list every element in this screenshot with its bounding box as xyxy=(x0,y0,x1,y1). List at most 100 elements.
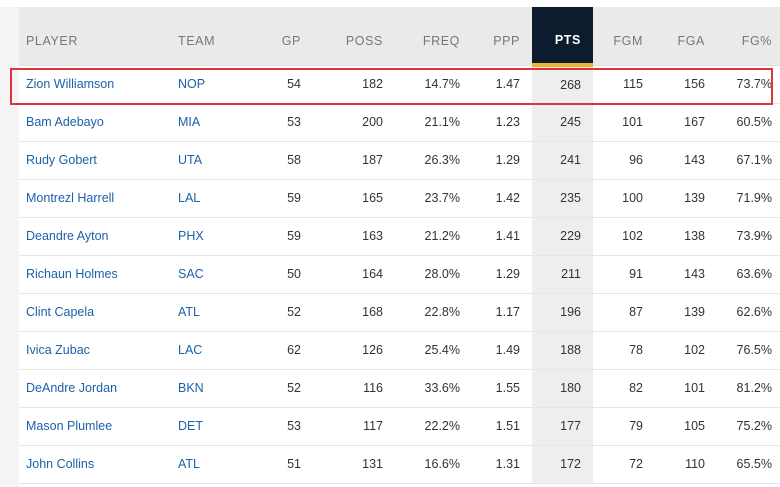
player-name-link[interactable]: Deandre Ayton xyxy=(19,217,171,256)
team-link[interactable]: ATL xyxy=(171,445,251,484)
cell-fga: 167 xyxy=(655,103,717,142)
player-name-link[interactable]: DeAndre Jordan xyxy=(19,369,171,408)
column-header-freq[interactable]: FREQ xyxy=(395,7,472,66)
cell-fga: 143 xyxy=(655,141,717,180)
column-header-player[interactable]: PLAYER xyxy=(19,7,171,66)
cell-ppp: 1.49 xyxy=(472,331,532,370)
cell-fg-pct: 81.2% xyxy=(717,369,780,408)
cell-freq: 33.6% xyxy=(395,369,472,408)
player-name-link[interactable]: Rudy Gobert xyxy=(19,141,171,180)
cell-fg-pct: 62.6% xyxy=(717,293,780,332)
cell-pts: 180 xyxy=(532,369,593,408)
cell-ppp: 1.42 xyxy=(472,179,532,218)
cell-fg-pct: 63.6% xyxy=(717,255,780,294)
player-name-link[interactable]: John Collins xyxy=(19,445,171,484)
team-link[interactable]: DET xyxy=(171,407,251,446)
table-row: DeAndre Jordan BKN 52 116 33.6% 1.55 180 82 101 8… xyxy=(19,369,780,408)
cell-pts: 172 xyxy=(532,445,593,484)
cell-poss: 182 xyxy=(313,65,395,104)
team-link[interactable]: UTA xyxy=(171,141,251,180)
table-row: Clint Capela ATL 52 168 22.8% 1.17 196 87 139 62.… xyxy=(19,293,780,332)
cell-freq: 21.2% xyxy=(395,217,472,256)
table-row: Zion Williamson NOP 54 182 14.7% 1.47 268 115 15… xyxy=(19,65,780,104)
cell-freq: 25.4% xyxy=(395,331,472,370)
cell-pts: 241 xyxy=(532,141,593,180)
cell-fg-pct: 71.9% xyxy=(717,179,780,218)
cell-poss: 131 xyxy=(313,445,395,484)
cell-fgm: 100 xyxy=(593,179,655,218)
cell-fgm: 79 xyxy=(593,407,655,446)
team-link[interactable]: LAC xyxy=(171,331,251,370)
cell-gp: 51 xyxy=(251,445,313,484)
column-header-poss[interactable]: POSS xyxy=(313,7,395,66)
cell-pts: 268 xyxy=(532,65,593,104)
player-stats-table: PLAYER TEAM GP POSS FREQ PPP PTS FGM FGA… xyxy=(19,7,780,484)
table-body: Zion Williamson NOP 54 182 14.7% 1.47 268 115 15… xyxy=(19,65,780,484)
cell-fg-pct: 76.5% xyxy=(717,331,780,370)
cell-ppp: 1.31 xyxy=(472,445,532,484)
column-header-fg-pct[interactable]: FG% xyxy=(717,7,780,66)
cell-ppp: 1.17 xyxy=(472,293,532,332)
top-gutter xyxy=(0,0,780,7)
cell-gp: 54 xyxy=(251,65,313,104)
cell-fgm: 115 xyxy=(593,65,655,104)
player-name-link[interactable]: Bam Adebayo xyxy=(19,103,171,142)
cell-fgm: 102 xyxy=(593,217,655,256)
column-header-team[interactable]: TEAM xyxy=(171,7,251,66)
cell-fg-pct: 75.2% xyxy=(717,407,780,446)
table-row: John Collins ATL 51 131 16.6% 1.31 172 72 110 65.… xyxy=(19,445,780,484)
cell-ppp: 1.51 xyxy=(472,407,532,446)
table-header: PLAYER TEAM GP POSS FREQ PPP PTS FGM FGA… xyxy=(19,7,780,67)
cell-fg-pct: 73.7% xyxy=(717,65,780,104)
player-name-link[interactable]: Mason Plumlee xyxy=(19,407,171,446)
cell-ppp: 1.29 xyxy=(472,141,532,180)
column-header-fgm[interactable]: FGM xyxy=(593,7,655,66)
team-link[interactable]: SAC xyxy=(171,255,251,294)
cell-gp: 58 xyxy=(251,141,313,180)
team-link[interactable]: LAL xyxy=(171,179,251,218)
cell-fga: 139 xyxy=(655,293,717,332)
cell-gp: 50 xyxy=(251,255,313,294)
cell-fga: 139 xyxy=(655,179,717,218)
header-row: PLAYER TEAM GP POSS FREQ PPP PTS FGM FGA… xyxy=(19,7,780,67)
player-name-link[interactable]: Zion Williamson xyxy=(19,65,171,104)
player-name-link[interactable]: Ivica Zubac xyxy=(19,331,171,370)
column-header-fga[interactable]: FGA xyxy=(655,7,717,66)
cell-freq: 16.6% xyxy=(395,445,472,484)
team-link[interactable]: MIA xyxy=(171,103,251,142)
cell-fgm: 96 xyxy=(593,141,655,180)
cell-fga: 138 xyxy=(655,217,717,256)
cell-freq: 14.7% xyxy=(395,65,472,104)
cell-pts: 245 xyxy=(532,103,593,142)
cell-pts: 229 xyxy=(532,217,593,256)
cell-fga: 143 xyxy=(655,255,717,294)
column-header-gp[interactable]: GP xyxy=(251,7,313,66)
cell-fgm: 87 xyxy=(593,293,655,332)
cell-gp: 52 xyxy=(251,369,313,408)
table-row: Deandre Ayton PHX 59 163 21.2% 1.41 229 102 138 7… xyxy=(19,217,780,256)
cell-fga: 101 xyxy=(655,369,717,408)
cell-gp: 53 xyxy=(251,407,313,446)
team-link[interactable]: PHX xyxy=(171,217,251,256)
cell-poss: 200 xyxy=(313,103,395,142)
cell-gp: 59 xyxy=(251,217,313,256)
cell-fgm: 72 xyxy=(593,445,655,484)
column-header-ppp[interactable]: PPP xyxy=(472,7,532,66)
column-header-pts-sorted[interactable]: PTS xyxy=(532,7,593,67)
cell-ppp: 1.29 xyxy=(472,255,532,294)
team-link[interactable]: ATL xyxy=(171,293,251,332)
cell-fg-pct: 60.5% xyxy=(717,103,780,142)
cell-freq: 23.7% xyxy=(395,179,472,218)
cell-poss: 117 xyxy=(313,407,395,446)
cell-freq: 26.3% xyxy=(395,141,472,180)
player-name-link[interactable]: Clint Capela xyxy=(19,293,171,332)
cell-ppp: 1.41 xyxy=(472,217,532,256)
player-name-link[interactable]: Montrezl Harrell xyxy=(19,179,171,218)
player-name-link[interactable]: Richaun Holmes xyxy=(19,255,171,294)
cell-pts: 188 xyxy=(532,331,593,370)
team-link[interactable]: BKN xyxy=(171,369,251,408)
cell-gp: 62 xyxy=(251,331,313,370)
cell-pts: 235 xyxy=(532,179,593,218)
table-row: Montrezl Harrell LAL 59 165 23.7% 1.42 235 100 1… xyxy=(19,179,780,218)
team-link[interactable]: NOP xyxy=(171,65,251,104)
